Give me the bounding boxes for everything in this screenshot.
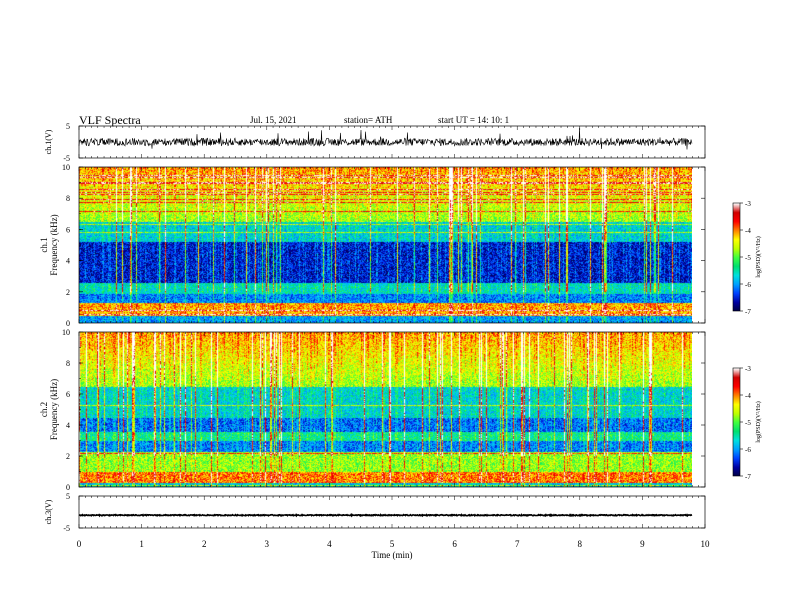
- y-tick-label: 2: [66, 452, 70, 461]
- colorbar-tick-label: -4: [745, 227, 751, 235]
- station-label: station= ATH: [344, 115, 393, 125]
- x-tick-label: 2: [202, 539, 207, 549]
- y-tick-label: 4: [66, 257, 70, 266]
- colorbar-tick-label: -6: [745, 281, 751, 289]
- colorbar-tick-label: -5: [745, 254, 751, 262]
- x-tick-label: 0: [77, 539, 82, 549]
- colorbar-tick-label: -3: [745, 200, 751, 208]
- y-axis-label: ch.1: [39, 237, 49, 252]
- x-tick-label: 3: [265, 539, 270, 549]
- y-axis-label: Frequency (kHz): [49, 379, 59, 440]
- y-tick-label: -5: [63, 524, 70, 533]
- y-tick-label: 6: [66, 225, 70, 234]
- colorbar-tick-label: -4: [745, 392, 751, 400]
- spectrogram-image-1: [79, 167, 692, 323]
- y-axis-label: ch.1(V): [44, 129, 53, 154]
- y-tick-label: -5: [63, 154, 70, 163]
- y-tick-label: 0: [66, 319, 70, 328]
- x-tick-label: 5: [390, 539, 395, 549]
- y-tick-label: 8: [66, 359, 70, 368]
- start-time-label: start UT = 14: 10: 1: [438, 115, 510, 125]
- y-tick-label: 10: [62, 328, 70, 337]
- colorbar-tick-label: -6: [745, 446, 751, 454]
- chart-title: VLF Spectra: [79, 113, 141, 127]
- colorbar-label: log(PSD)(V²/Hz): [755, 401, 762, 442]
- y-tick-label: 8: [66, 194, 70, 203]
- x-tick-label: 9: [640, 539, 645, 549]
- colorbar-2: [733, 368, 740, 476]
- waveform-trace-3: [78, 513, 693, 518]
- y-axis-label: ch.3(V): [44, 499, 53, 524]
- y-axis-label: Frequency (kHz): [49, 214, 59, 275]
- spectrogram-image-2: [79, 332, 692, 487]
- date-label: Jul. 15, 2021: [250, 115, 297, 125]
- panel-frame: [78, 495, 706, 529]
- colorbar-tick-label: -7: [745, 473, 751, 481]
- x-tick-label: 1: [139, 539, 144, 549]
- colorbar-label: log(PSD)(V²/Hz): [755, 236, 762, 277]
- y-tick-label: 2: [66, 288, 70, 297]
- y-tick-label: 5: [66, 492, 70, 501]
- y-axis-label: ch.2: [39, 402, 49, 417]
- y-tick-label: 4: [66, 421, 70, 430]
- colorbar-tick-label: -5: [745, 419, 751, 427]
- x-tick-label: 4: [327, 539, 332, 549]
- x-tick-label: 10: [701, 539, 711, 549]
- y-tick-label: 0: [66, 483, 70, 492]
- colorbar-tick-label: -7: [745, 308, 751, 316]
- x-tick-label: 6: [452, 539, 457, 549]
- colorbar-1: [733, 203, 740, 311]
- waveform-trace-1: [78, 127, 693, 150]
- x-axis-label: Time (min): [372, 550, 413, 560]
- y-tick-label: 6: [66, 390, 70, 399]
- colorbar-tick-label: -3: [745, 365, 751, 373]
- y-tick-label: 10: [62, 163, 70, 172]
- x-tick-label: 8: [578, 539, 583, 549]
- x-tick-label: 7: [515, 539, 520, 549]
- y-tick-label: 5: [66, 122, 70, 131]
